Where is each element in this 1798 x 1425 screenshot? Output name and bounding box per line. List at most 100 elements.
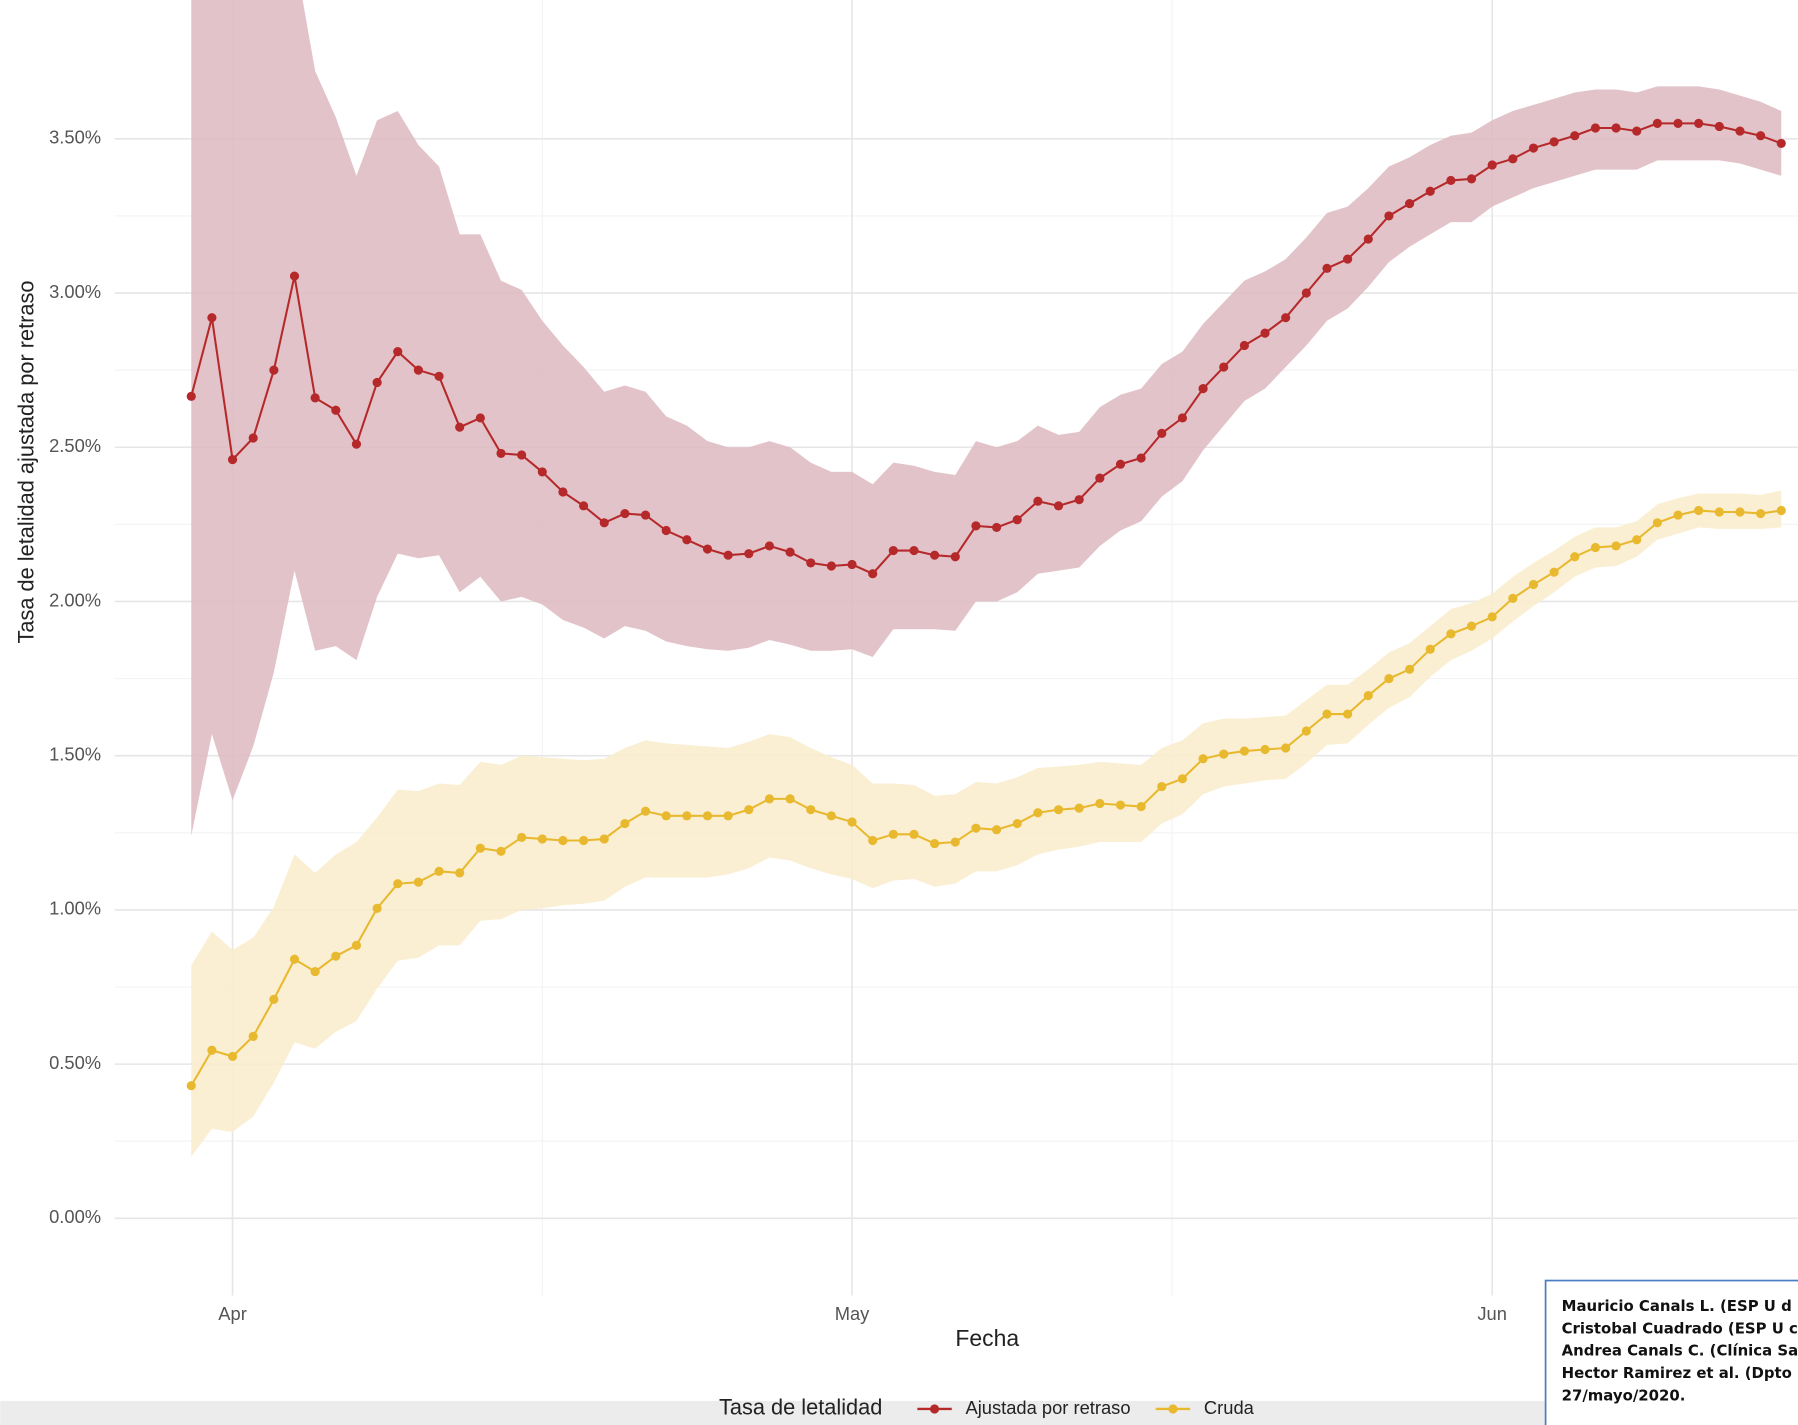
y-tick-label: 2.00%	[49, 589, 101, 610]
data-point	[248, 1031, 258, 1041]
legend-label: Ajustada por retraso	[965, 1397, 1130, 1418]
data-point	[558, 487, 568, 497]
data-point	[1260, 744, 1270, 755]
data-point	[1673, 510, 1683, 520]
data-point	[992, 522, 1002, 533]
data-point	[1012, 818, 1022, 829]
confidence-band	[191, 0, 1782, 836]
data-point	[372, 377, 382, 388]
data-point	[930, 550, 940, 560]
data-point	[599, 834, 609, 844]
data-point	[682, 811, 692, 821]
data-point	[1157, 428, 1167, 438]
data-point	[826, 561, 836, 571]
bands	[191, 0, 1782, 1157]
data-point	[1281, 313, 1291, 323]
data-point	[1322, 709, 1332, 719]
y-tick-label: 3.50%	[49, 127, 101, 148]
data-point	[537, 834, 547, 844]
data-point	[640, 806, 651, 816]
data-point	[496, 846, 506, 856]
data-point	[579, 501, 589, 511]
data-point	[1508, 593, 1518, 603]
data-point	[1756, 508, 1766, 519]
data-point	[1466, 621, 1477, 631]
data-point	[682, 535, 692, 545]
data-point	[413, 877, 423, 887]
data-point	[434, 866, 444, 876]
data-point	[1776, 505, 1786, 516]
data-point	[186, 391, 196, 401]
y-tick-label: 0.50%	[49, 1052, 101, 1073]
data-point	[475, 843, 485, 853]
data-point	[1570, 131, 1580, 141]
data-point	[661, 811, 671, 821]
data-point	[620, 508, 630, 519]
legend-title: Tasa de letalidad	[719, 1395, 882, 1420]
data-point	[1219, 749, 1229, 759]
data-point	[1487, 612, 1497, 622]
data-point	[909, 545, 919, 556]
data-point	[207, 1045, 217, 1055]
data-point	[950, 552, 960, 562]
data-point	[1115, 800, 1126, 810]
y-axis-title: Tasa de letalidad ajustada por retraso	[13, 281, 38, 644]
data-point	[1012, 515, 1022, 525]
data-point	[1033, 496, 1043, 506]
data-point	[1570, 552, 1580, 562]
data-point	[599, 518, 609, 528]
y-tick-label: 3.00%	[49, 281, 101, 302]
data-point	[868, 569, 878, 579]
x-tick-label: Jun	[1477, 1303, 1507, 1324]
data-point	[806, 805, 816, 815]
data-point	[971, 521, 981, 531]
data-point	[909, 829, 919, 839]
data-point	[289, 271, 300, 281]
note-line: Cristobal Cuadrado (ESP U c	[1562, 1319, 1798, 1337]
data-point	[393, 879, 403, 889]
data-point	[702, 544, 713, 554]
data-point	[847, 559, 857, 570]
data-point	[227, 454, 238, 465]
data-point	[1095, 798, 1105, 809]
data-point	[1198, 384, 1208, 394]
legend-swatch-dot	[929, 1404, 940, 1414]
data-point	[806, 558, 816, 568]
data-point	[930, 839, 940, 849]
data-point	[1363, 690, 1373, 701]
data-point	[269, 994, 279, 1004]
data-point	[579, 835, 589, 846]
data-point	[971, 823, 981, 833]
data-point	[1301, 726, 1311, 736]
data-point	[1735, 126, 1745, 136]
lines	[186, 118, 1786, 1091]
data-point	[1652, 118, 1662, 128]
data-point	[1384, 673, 1394, 684]
y-tick-label: 1.50%	[49, 744, 101, 765]
legend: Tasa de letalidad Ajustada por retraso Cr…	[719, 1395, 1255, 1420]
data-point	[1198, 754, 1208, 764]
data-point	[1033, 808, 1043, 818]
data-point	[1714, 121, 1724, 132]
data-point	[1053, 805, 1064, 815]
data-point	[950, 837, 960, 847]
data-point	[1487, 160, 1497, 170]
y-tick-label: 2.50%	[49, 435, 101, 456]
x-tick-label: Apr	[218, 1303, 247, 1324]
note-line: Andrea Canals C. (Clínica Sa	[1562, 1342, 1798, 1360]
data-point	[1652, 518, 1662, 528]
x-axis-title: Fecha	[955, 1325, 1019, 1351]
data-point	[1590, 542, 1601, 553]
data-point	[1239, 340, 1249, 351]
data-point	[847, 817, 857, 827]
data-point	[785, 547, 795, 557]
data-point	[620, 818, 630, 829]
note-box: Mauricio Canals L. (ESP U d Cristobal Cua…	[1544, 1279, 1798, 1425]
data-point	[785, 794, 795, 804]
data-point	[558, 835, 568, 846]
data-point	[1404, 664, 1415, 674]
data-point	[1611, 541, 1621, 551]
data-point	[1549, 567, 1559, 577]
data-point	[640, 510, 651, 520]
